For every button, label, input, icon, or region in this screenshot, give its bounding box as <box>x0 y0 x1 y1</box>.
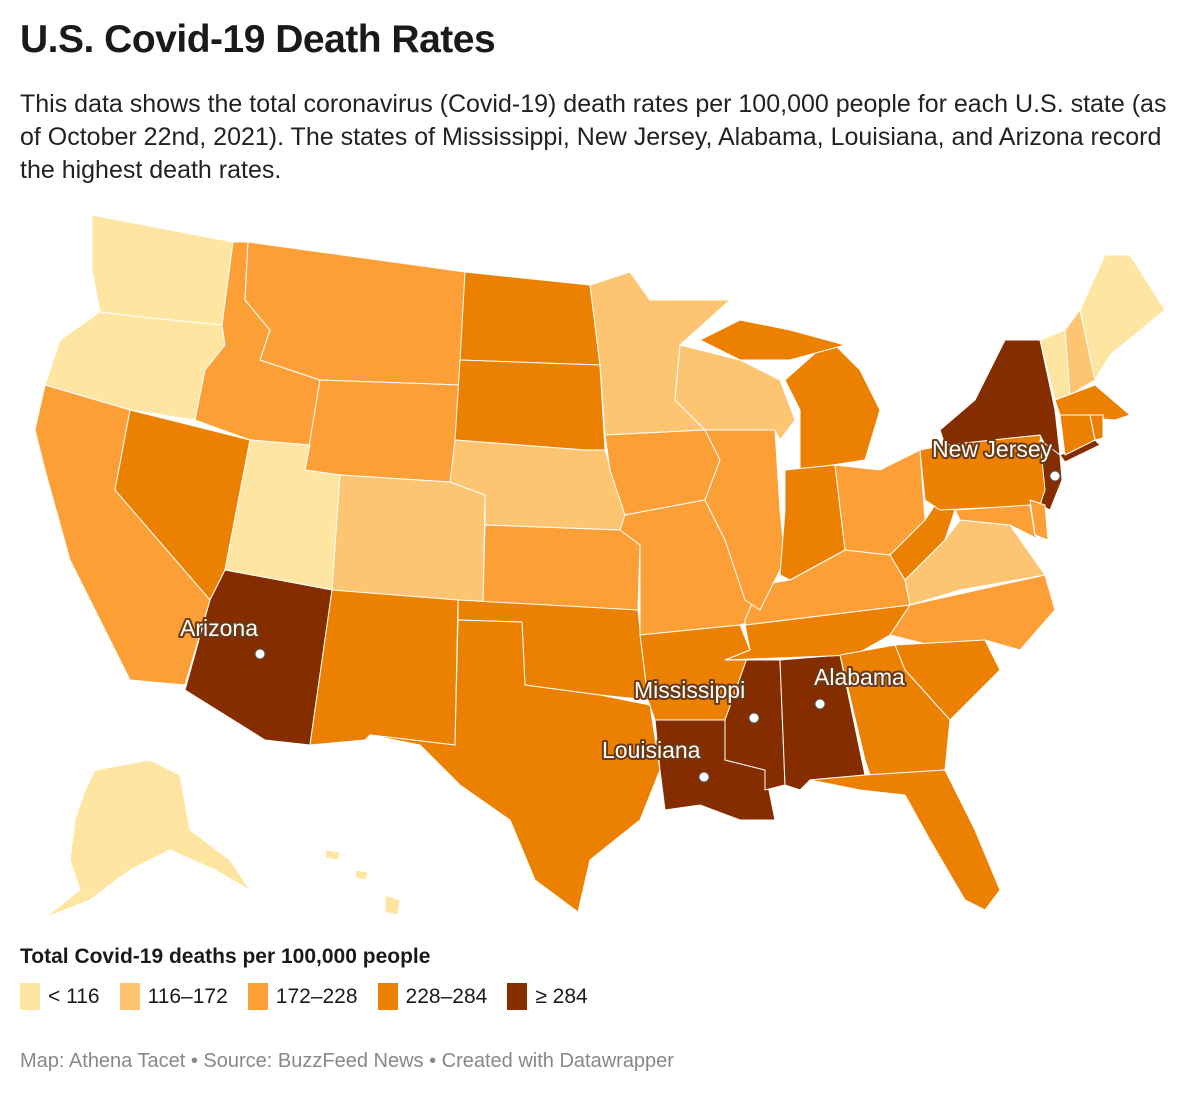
state-co[interactable] <box>331 474 486 606</box>
legend-item: 116–172 <box>119 983 228 1010</box>
annotation-label: New Jersey <box>932 436 1053 462</box>
legend-swatch <box>119 983 140 1010</box>
legend-title: Total Covid-19 deaths per 100,000 people <box>20 945 431 968</box>
state-nm[interactable] <box>309 589 459 746</box>
state-nc[interactable] <box>889 574 1056 651</box>
legend-label: 172–228 <box>275 984 358 1008</box>
annotation-dot <box>1049 470 1061 482</box>
legend-item: 172–228 <box>247 983 358 1010</box>
state-ak[interactable] <box>44 759 251 919</box>
state-me[interactable] <box>1079 254 1166 381</box>
legend-swatch <box>507 983 528 1010</box>
state-wy[interactable] <box>304 379 461 483</box>
state-ks[interactable] <box>482 524 641 611</box>
state-fl[interactable] <box>809 769 1001 911</box>
legend-item: 228–284 <box>377 983 488 1010</box>
legend-swatch <box>20 983 40 1010</box>
page-title: U.S. Covid-19 Death Rates <box>20 18 496 61</box>
state-ma[interactable] <box>1054 384 1131 421</box>
annotation-dot <box>698 771 710 783</box>
state-nd[interactable] <box>459 271 601 366</box>
legend-label: ≥ 284 <box>535 984 588 1008</box>
legend: < 116 116–172 172–228 228–284 ≥ 284 <box>20 983 588 1010</box>
state-hi[interactable] <box>324 849 341 861</box>
state-wi[interactable] <box>674 344 796 441</box>
annotation-dot <box>748 712 760 724</box>
footer-credits: Map: Athena Tacet • Source: BuzzFeed New… <box>20 1050 674 1072</box>
annotation-label: Louisiana <box>602 737 701 763</box>
legend-item: < 116 <box>20 983 100 1010</box>
legend-item: ≥ 284 <box>507 983 588 1010</box>
description: This data shows the total coronavirus (C… <box>20 90 1167 184</box>
annotation-label: Alabama <box>814 664 905 690</box>
us-map: Arizona Mississippi Alabama Louisiana New Je… <box>34 214 1166 919</box>
legend-label: < 116 <box>48 984 100 1008</box>
state-il[interactable] <box>704 429 786 611</box>
state-hi[interactable] <box>354 869 369 881</box>
state-sd[interactable] <box>454 359 606 451</box>
legend-swatch <box>247 983 268 1010</box>
state-md[interactable] <box>954 504 1041 541</box>
state-de[interactable] <box>1029 499 1049 541</box>
state-hi[interactable] <box>384 894 401 916</box>
annotation-label: Mississippi <box>634 677 745 703</box>
state-ri[interactable] <box>1089 414 1104 441</box>
state-ny[interactable] <box>939 339 1061 456</box>
annotation-dot <box>254 648 266 660</box>
state-mi[interactable] <box>699 319 846 361</box>
annotation-label: Arizona <box>180 615 258 641</box>
state-tx[interactable] <box>369 619 661 913</box>
state-va[interactable] <box>904 519 1046 606</box>
annotation-dot <box>814 698 826 710</box>
state-mi[interactable] <box>784 339 881 471</box>
legend-swatch <box>377 983 398 1010</box>
state-wa[interactable] <box>91 214 234 326</box>
legend-label: 116–172 <box>147 984 228 1008</box>
legend-label: 228–284 <box>405 984 488 1008</box>
state-mt[interactable] <box>244 241 466 386</box>
state-ga[interactable] <box>839 644 951 776</box>
